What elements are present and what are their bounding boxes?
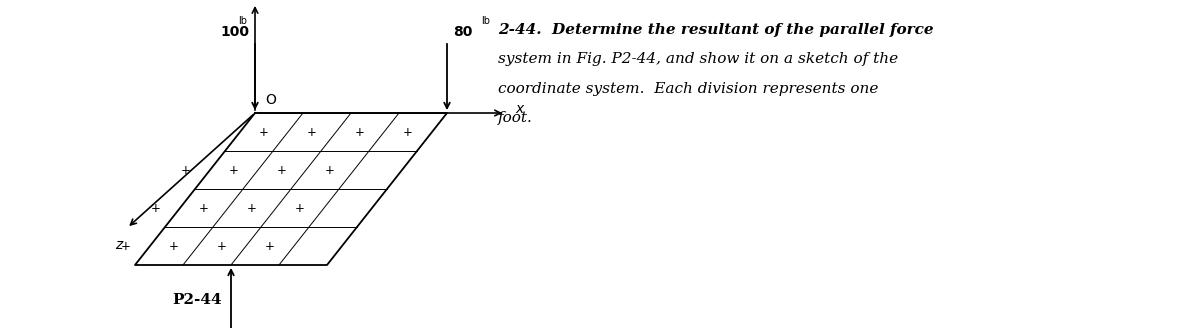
Text: coordinate system.  Each division represents one: coordinate system. Each division represe… <box>498 82 878 96</box>
Text: lb: lb <box>238 16 247 26</box>
Text: 100: 100 <box>220 25 250 39</box>
Text: +: + <box>277 163 287 176</box>
Text: foot.: foot. <box>498 112 533 125</box>
Text: +: + <box>265 239 275 253</box>
Text: O: O <box>265 93 276 107</box>
Text: +: + <box>121 239 131 253</box>
Text: P2-44: P2-44 <box>172 293 222 307</box>
Text: +: + <box>403 126 413 138</box>
Text: 2-44.  Determine the resultant of the parallel force: 2-44. Determine the resultant of the par… <box>498 23 934 37</box>
Text: +: + <box>355 126 365 138</box>
Text: +: + <box>259 126 269 138</box>
Text: x: x <box>515 102 523 116</box>
Text: +: + <box>229 163 239 176</box>
Text: z: z <box>115 238 122 252</box>
Text: +: + <box>151 201 161 215</box>
Text: +: + <box>181 163 191 176</box>
Text: +: + <box>295 201 305 215</box>
Text: +: + <box>199 201 209 215</box>
Text: 80: 80 <box>454 25 473 39</box>
Text: lb: lb <box>481 16 490 26</box>
Text: +: + <box>325 163 335 176</box>
Text: system in Fig. P2-44, and show it on a sketch of the: system in Fig. P2-44, and show it on a s… <box>498 52 898 67</box>
Text: +: + <box>247 201 257 215</box>
Text: +: + <box>307 126 317 138</box>
Text: +: + <box>169 239 179 253</box>
Text: +: + <box>217 239 227 253</box>
